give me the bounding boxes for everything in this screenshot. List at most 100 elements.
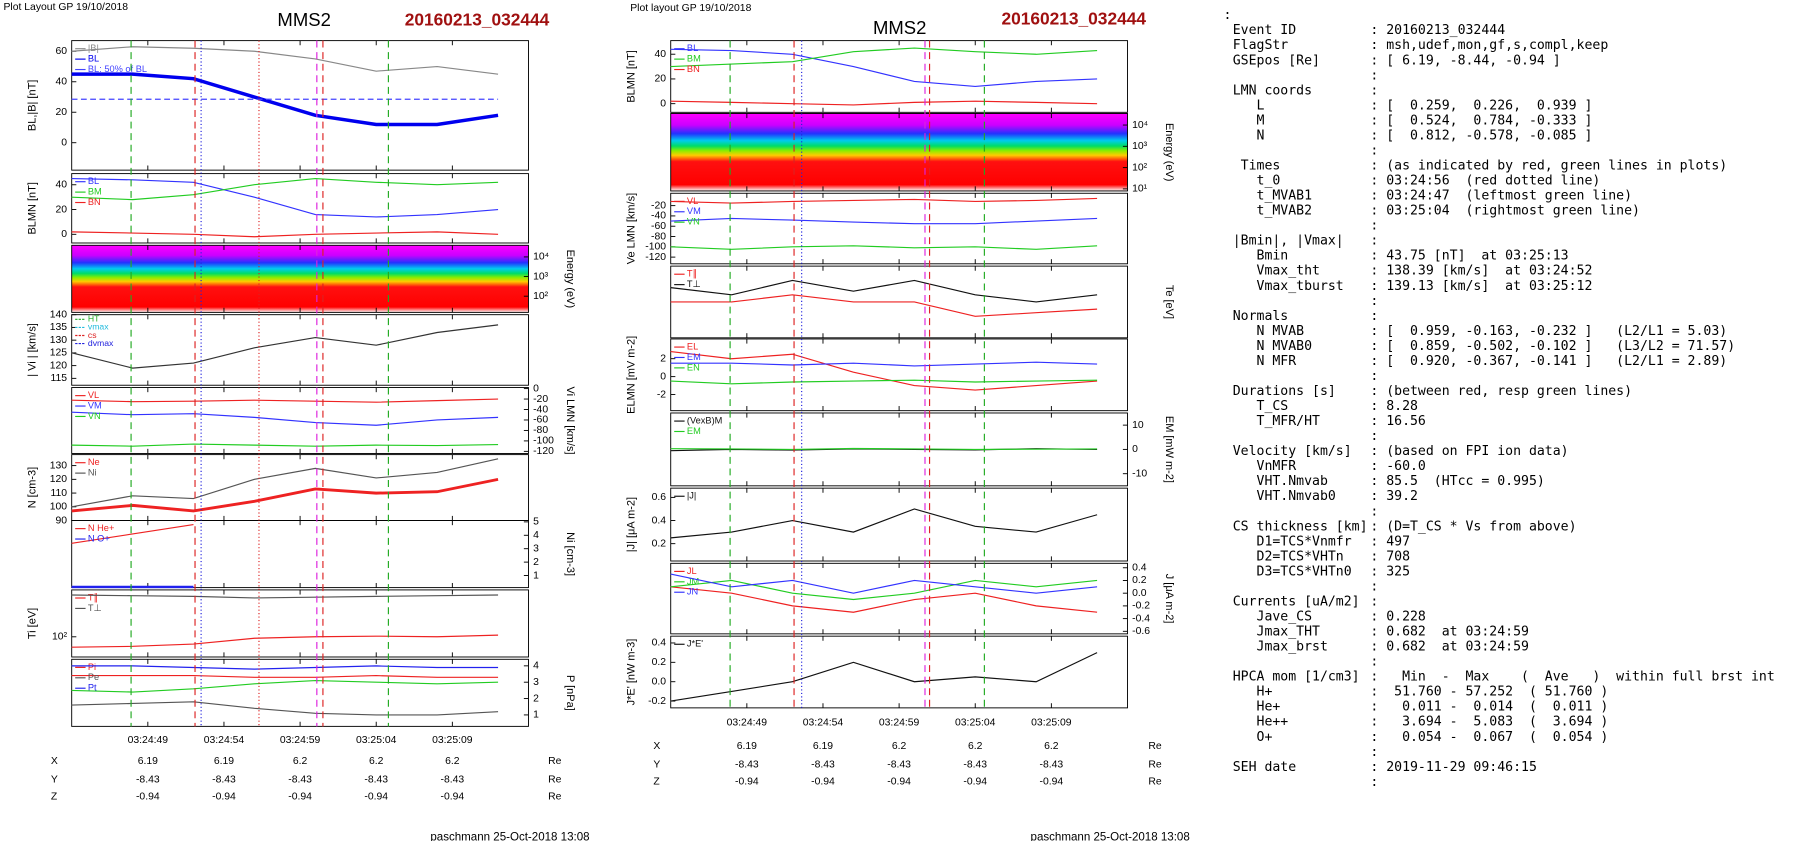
legend-label: VL xyxy=(687,196,698,206)
y-tick-label: 110 xyxy=(50,488,67,499)
probe-title: MMS2 xyxy=(873,17,926,38)
legend-label: VM xyxy=(88,400,102,410)
legend-label: VN xyxy=(687,217,700,227)
info-label: He++ xyxy=(1233,715,1289,730)
legend-label: T⊥ xyxy=(687,279,701,289)
panel-frame xyxy=(71,589,529,658)
y-tick-label: -20 xyxy=(533,394,548,405)
y-axis-label: | Vi | [km/s] xyxy=(26,323,38,377)
ephemeris-value: 6.2 xyxy=(293,756,308,767)
info-sep: : xyxy=(1370,294,1378,309)
info-sep: : xyxy=(1370,504,1378,519)
series-line xyxy=(71,72,499,127)
info-value: : Min - Max ( Ave ) within full brst int xyxy=(1370,670,1774,685)
series-line xyxy=(670,197,1098,204)
info-value: : 139.13 [km/s] at 03:25:12 xyxy=(1370,279,1592,294)
legend-label: BN xyxy=(88,197,101,207)
info-label: Times xyxy=(1233,159,1281,174)
y-tick-label: 5 xyxy=(533,517,539,528)
series-line xyxy=(71,675,499,678)
x-tick-label: 03:25:04 xyxy=(356,735,397,746)
y-tick-label: 100 xyxy=(50,502,68,513)
y-tick-label: -60 xyxy=(533,415,548,426)
info-label: Jmax_brst xyxy=(1233,640,1328,655)
y-tick-label: -0.6 xyxy=(1132,626,1150,637)
y-tick-label: -120 xyxy=(533,446,554,457)
ephemeris-label: Y xyxy=(653,759,660,770)
series-line xyxy=(670,100,1098,106)
y-tick-label: -100 xyxy=(533,436,554,447)
y-axis-label: BL,|B| [nT] xyxy=(26,80,38,131)
y-tick-label: 40 xyxy=(655,49,667,60)
x-tick-label: 03:25:04 xyxy=(955,718,996,729)
event-title: 20160213_032444 xyxy=(1001,8,1146,28)
y-tick-label: 10 xyxy=(1132,420,1144,431)
info-label: CS thickness [km] xyxy=(1233,519,1368,534)
legend-label: BL: 50% of BL xyxy=(88,64,147,74)
info-value: : 0.054 - 0.067 ( 0.054 ) xyxy=(1370,730,1608,745)
info-value: : 85.5 (HTcc = 0.995) xyxy=(1370,474,1544,489)
y-tick-label: 140 xyxy=(50,309,68,320)
ephemeris-value: -0.94 xyxy=(441,792,465,803)
info-label: N xyxy=(1233,128,1265,143)
info-sep: : xyxy=(1370,579,1378,594)
info-value: : 2019-11-29 09:46:15 xyxy=(1370,760,1537,775)
ephemeris-value: -0.94 xyxy=(811,777,835,788)
info-label: N MFR xyxy=(1233,354,1297,369)
series-line xyxy=(71,46,499,75)
ephemeris-value: 6.19 xyxy=(214,756,234,767)
info-value: : xyxy=(1370,234,1378,249)
y-tick-label: 10⁴ xyxy=(533,252,549,263)
info-value: : 325 xyxy=(1370,564,1410,579)
legend-label: BL xyxy=(88,176,99,186)
y-tick-label: 1 xyxy=(533,570,539,581)
info-value: : [ 6.19, -8.44, -0.94 ] xyxy=(1370,53,1560,68)
panel-frame xyxy=(670,562,1128,635)
info-lead: : xyxy=(1223,8,1231,23)
ephemeris-value: 6.2 xyxy=(369,756,384,767)
y-tick-label: 90 xyxy=(56,515,68,526)
legend-label: JM xyxy=(687,576,699,586)
legend-label: JN xyxy=(687,587,698,597)
legend-label: EM xyxy=(687,426,701,436)
info-sep: : xyxy=(1370,68,1378,83)
ephemeris-unit: Re xyxy=(1148,777,1162,788)
y-tick-label: 10³ xyxy=(1132,141,1148,152)
y-tick-label: 0 xyxy=(660,98,666,109)
layout-label: Plot Layout GP 19/10/2018 xyxy=(3,2,128,13)
ephemeris-value: -0.94 xyxy=(963,777,987,788)
panel-frame xyxy=(670,487,1128,562)
ephemeris-value: -8.43 xyxy=(288,774,312,785)
panel-frame xyxy=(71,314,529,386)
ephemeris-value: -8.43 xyxy=(811,759,835,770)
x-tick-label: 03:24:59 xyxy=(879,718,920,729)
y-tick-label: 20 xyxy=(655,74,667,85)
info-sep: : xyxy=(1370,429,1378,444)
info-label: N MVAB xyxy=(1233,324,1304,339)
ephemeris-value: -8.43 xyxy=(364,774,388,785)
y-tick-label: -10 xyxy=(1132,468,1147,479)
y-tick-label: -20 xyxy=(651,200,666,211)
info-value: : 3.694 - 5.083 ( 3.694 ) xyxy=(1370,715,1608,730)
info-value: : (based on FPI ion data) xyxy=(1370,444,1568,459)
info-label: Vmax_tht xyxy=(1233,264,1320,279)
y-tick-label: 0.4 xyxy=(1132,563,1147,574)
info-value: : [ 0.259, 0.226, 0.939 ] xyxy=(1370,98,1592,113)
info-sep: : xyxy=(1370,219,1378,234)
series-line xyxy=(71,231,499,238)
info-label: Vmax_tburst xyxy=(1233,279,1344,294)
y-tick-label: 0 xyxy=(533,383,539,394)
y-tick-label: -40 xyxy=(533,404,548,415)
y-tick-label: 0 xyxy=(61,137,67,148)
info-value: : msh,udef,mon,gf,s,compl,keep xyxy=(1370,38,1608,53)
legend-label: BM xyxy=(687,54,701,64)
y-axis-label: Vi LMN [km/s] xyxy=(564,386,576,454)
y-tick-label: -120 xyxy=(645,252,666,263)
info-value: : [ 0.920, -0.367, -0.141 ] (L2/L1 = 2.8… xyxy=(1370,354,1727,369)
ephemeris-unit: Re xyxy=(1148,759,1162,770)
series-line xyxy=(670,586,1098,613)
y-tick-label: 20 xyxy=(56,204,68,215)
y-tick-label: -0.2 xyxy=(1132,601,1150,612)
y-tick-label: 2 xyxy=(533,557,539,568)
legend-label: |J| xyxy=(687,491,696,501)
